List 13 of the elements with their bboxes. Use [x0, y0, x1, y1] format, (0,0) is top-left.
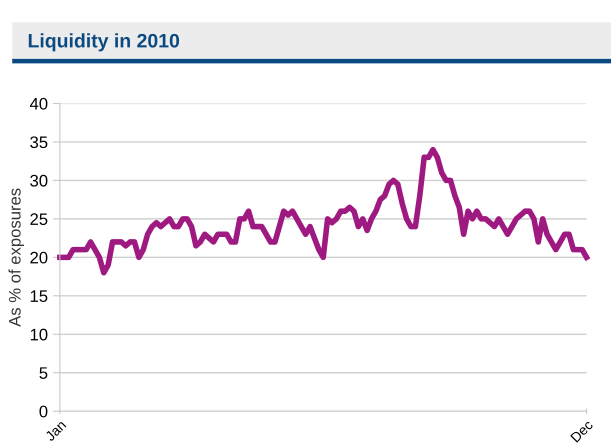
y-tick-label: 20 [30, 252, 48, 264]
y-tick-label: 35 [30, 136, 48, 148]
x-tick-label: Dec [570, 419, 594, 443]
chart-title: Liquidity in 2010 [28, 33, 180, 52]
y-tick-label: 25 [30, 213, 48, 226]
y-tick-label: 40 [30, 98, 48, 110]
y-tick-label: 0 [39, 406, 48, 418]
y-tick-label: 10 [30, 328, 48, 340]
y-axis-title: As % of exposures [8, 188, 24, 327]
y-tick-label: 5 [39, 367, 48, 379]
y-tick-label: 30 [30, 174, 48, 187]
x-tick-label: Jan [44, 420, 66, 442]
y-tick-label: 15 [30, 290, 48, 302]
